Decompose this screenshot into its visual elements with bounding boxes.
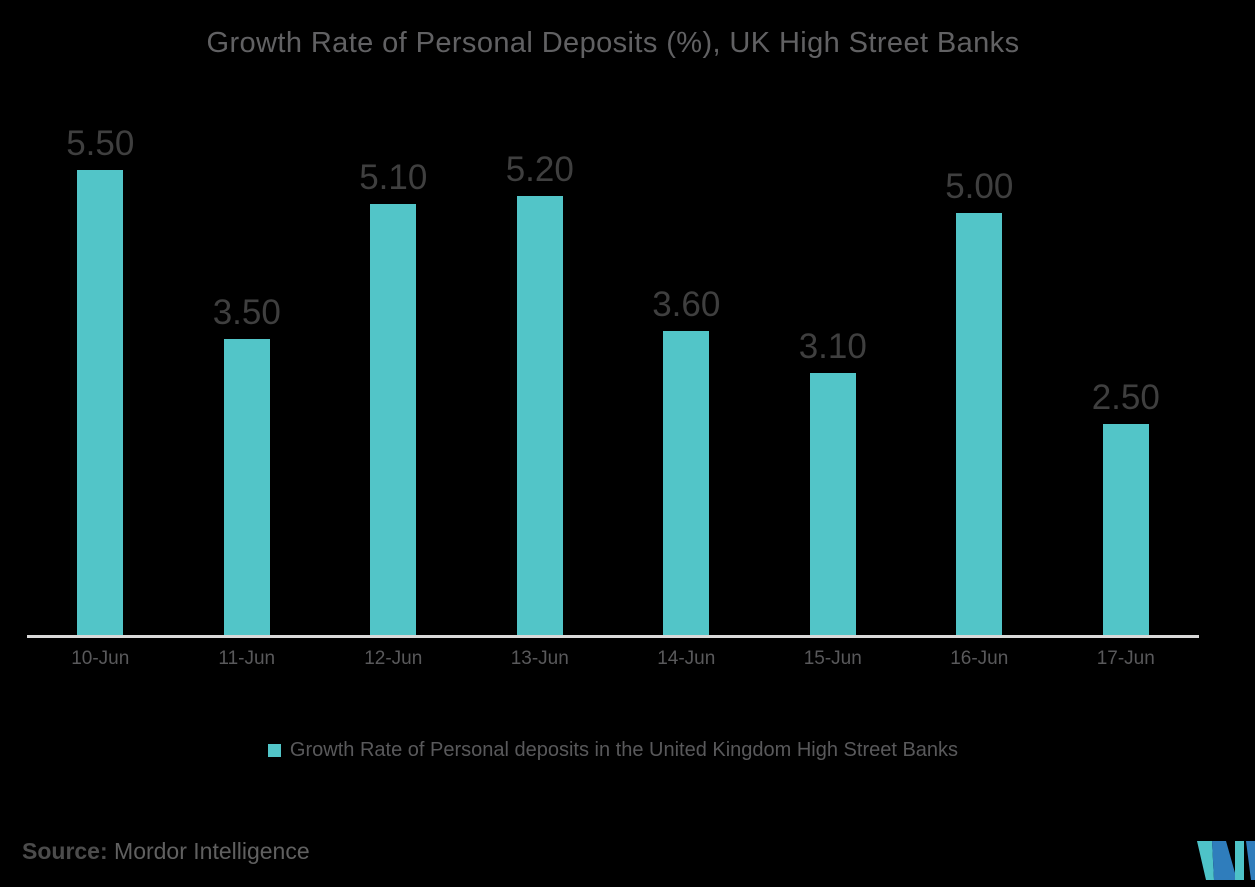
bar-value-label: 2.50 (1091, 378, 1160, 417)
x-tick-label: 10-Jun (71, 648, 130, 669)
bar-value-label: 3.50 (212, 293, 281, 332)
bar (956, 213, 1003, 635)
x-tick-label: 15-Jun (803, 648, 862, 669)
bar (1102, 424, 1149, 635)
x-tick-label: 14-Jun (657, 648, 716, 669)
bar (516, 196, 563, 635)
mordor-intelligence-logo (1197, 841, 1255, 880)
legend: Growth Rate of Personal deposits in the … (27, 739, 1199, 762)
x-axis-line (27, 635, 1199, 638)
bar (223, 339, 270, 635)
bar-value-label: 3.10 (798, 327, 867, 366)
bar (370, 204, 417, 635)
x-tick-label: 11-Jun (218, 648, 276, 669)
legend-marker-swatch (267, 744, 281, 757)
bar-value-label: 5.20 (505, 150, 574, 189)
bar (809, 373, 856, 635)
x-tick-label: 12-Jun (364, 648, 423, 669)
x-tick-label: 17-Jun (1096, 648, 1155, 669)
bar-value-label: 5.00 (945, 167, 1014, 206)
bar-slot-14-Jun: 3.60 (613, 64, 760, 635)
source-text: Mordor Intelligence (107, 838, 310, 864)
x-tick-label: 16-Jun (950, 648, 1009, 669)
x-axis: 10-Jun 11-Jun 12-Jun 13-Jun 14-Jun 15-Jun 16-J… (27, 648, 1199, 670)
source-prefix: Source: (22, 838, 108, 864)
bar-slot-12-Jun: 5.10 (320, 64, 467, 635)
bar (663, 331, 710, 635)
bar-value-label: 5.10 (359, 158, 428, 197)
bar-slot-16-Jun: 5.00 (906, 64, 1053, 635)
bar-value-label: 3.60 (652, 285, 721, 324)
bar-slot-11-Jun: 3.50 (174, 64, 321, 635)
bar-slot-10-Jun: 5.50 (27, 64, 174, 635)
legend-label: Growth Rate of Personal deposits in the … (289, 739, 959, 761)
bar-slot-15-Jun: 3.10 (760, 64, 907, 635)
chart-title: Growth Rate of Personal Deposits (%), UK… (206, 27, 1020, 59)
source-line: Source: Mordor Intelligence (22, 838, 310, 865)
bar-slot-17-Jun: 2.50 (1053, 64, 1200, 635)
bar-slot-13-Jun: 5.20 (467, 64, 614, 635)
x-tick-label: 13-Jun (510, 648, 569, 669)
plot-area: 5.50 3.50 5.10 5.20 3.60 3.10 5.00 2.50 (27, 64, 1199, 635)
bar-value-label: 5.50 (66, 124, 135, 163)
bar (77, 170, 124, 635)
